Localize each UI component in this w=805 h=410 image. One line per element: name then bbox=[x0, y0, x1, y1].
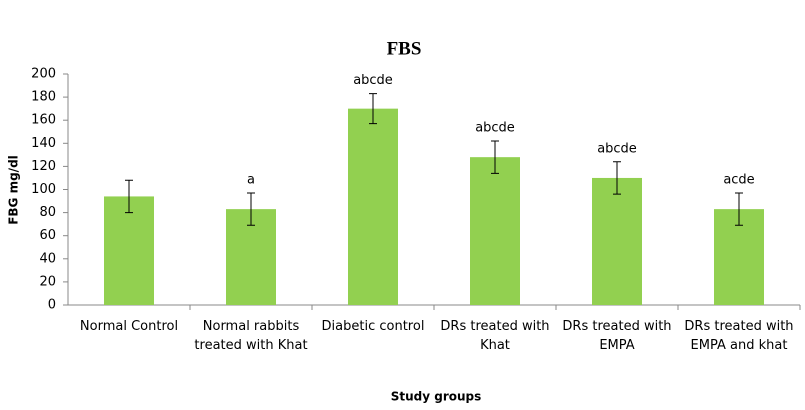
x-tick-label: DRs treated with Khat bbox=[440, 319, 550, 353]
annotation: abcde bbox=[475, 120, 515, 135]
y-tick-label: 20 bbox=[39, 274, 56, 289]
y-tick-label: 0 bbox=[48, 298, 56, 313]
bar bbox=[104, 196, 154, 305]
error-bar bbox=[491, 140, 499, 174]
x-tick-label: Diabetic control bbox=[321, 319, 425, 334]
x-tick-label: DRs treated with EMPA bbox=[562, 319, 672, 353]
bar bbox=[592, 177, 642, 305]
y-tick-label: 60 bbox=[39, 228, 56, 243]
bar bbox=[348, 108, 398, 306]
y-tick-label: 160 bbox=[31, 113, 56, 128]
bar bbox=[470, 157, 520, 305]
error-bar bbox=[247, 192, 255, 226]
annotation: acde bbox=[723, 172, 754, 187]
x-tick-label: DRs treated with EMPA and khat bbox=[684, 319, 794, 353]
y-axis-label: FBG mg/dl bbox=[7, 155, 21, 225]
y-tick-label: 140 bbox=[31, 136, 56, 151]
chart-title: FBS bbox=[387, 38, 422, 59]
error-bar bbox=[369, 93, 377, 125]
y-tick-label: 120 bbox=[31, 159, 56, 174]
error-bar bbox=[613, 161, 621, 195]
x-tick-label: Normal rabbits treated with Khat bbox=[194, 319, 308, 353]
annotation: abcde bbox=[353, 73, 393, 88]
y-tick-label: 180 bbox=[31, 90, 56, 105]
x-axis-label: Study groups bbox=[391, 390, 482, 404]
error-bar bbox=[735, 192, 743, 226]
error-bar bbox=[125, 179, 133, 214]
y-tick-label: 200 bbox=[31, 67, 56, 82]
x-tick-label: Normal Control bbox=[79, 319, 179, 334]
y-tick-label: 80 bbox=[39, 205, 56, 220]
annotation: abcde bbox=[597, 141, 637, 156]
y-tick-label: 100 bbox=[31, 182, 56, 197]
annotation: a bbox=[247, 172, 255, 187]
y-tick-label: 40 bbox=[39, 251, 56, 266]
